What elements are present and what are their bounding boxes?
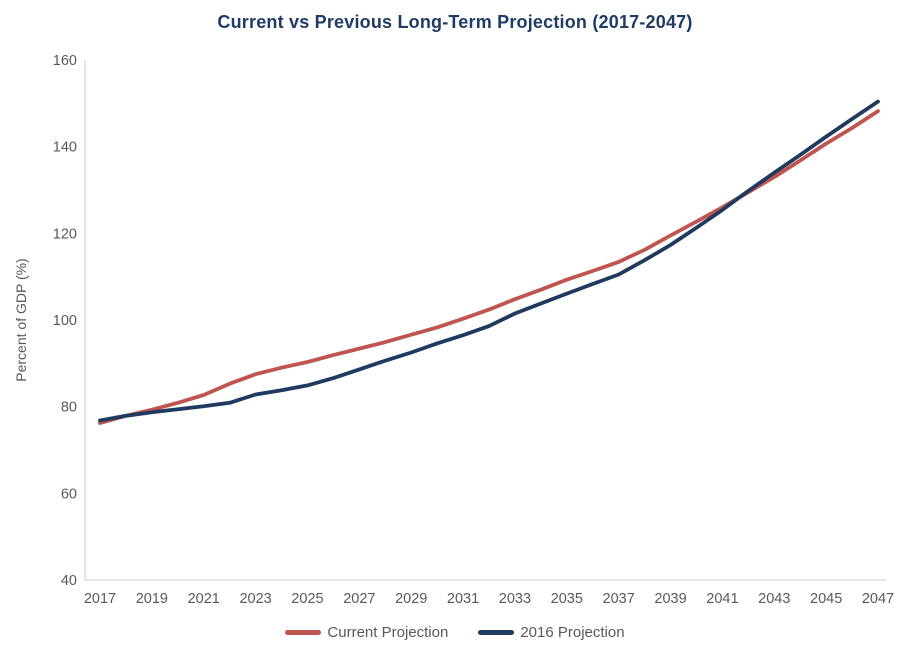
x-tick-label-2047: 2047 xyxy=(862,591,894,607)
y-tick-label-140: 140 xyxy=(53,140,77,156)
y-tick-label-40: 40 xyxy=(61,573,77,589)
chart-title: Current vs Previous Long-Term Projection… xyxy=(217,12,693,32)
legend-item-current-projection: Current Projection xyxy=(285,624,448,641)
x-tick-label-2045: 2045 xyxy=(810,591,842,607)
x-tick-label-2027: 2027 xyxy=(343,591,375,607)
legend-swatch-current-projection xyxy=(285,630,322,635)
y-tick-label-160: 160 xyxy=(53,53,77,69)
current-projection-line xyxy=(98,109,880,426)
x-tick-label-2023: 2023 xyxy=(239,591,271,607)
x-tick-label-2041: 2041 xyxy=(706,591,738,607)
legend: Current Projection 2016 Projection xyxy=(0,624,910,641)
y-tick-label-120: 120 xyxy=(53,226,77,242)
x-tick-label-2029: 2029 xyxy=(395,591,427,607)
x-tick-label-2025: 2025 xyxy=(291,591,323,607)
x-tick-label-2043: 2043 xyxy=(758,591,790,607)
legend-swatch-2016-projection xyxy=(478,630,515,635)
x-tick-label-2033: 2033 xyxy=(499,591,531,607)
y-tick-label-80: 80 xyxy=(61,400,77,416)
x-tick-label-2031: 2031 xyxy=(447,591,479,607)
x-tick-label-2039: 2039 xyxy=(654,591,686,607)
legend-label-current-projection: Current Projection xyxy=(327,624,449,641)
x-tick-label-2021: 2021 xyxy=(188,591,220,607)
legend-label-2016-projection: 2016 Projection xyxy=(520,624,625,641)
y-tick-label-60: 60 xyxy=(61,486,77,502)
x-tick-label-2037: 2037 xyxy=(603,591,635,607)
legend-item-2016-projection: 2016 Projection xyxy=(478,624,625,641)
x-tick-label-2035: 2035 xyxy=(551,591,583,607)
x-tick-label-2017: 2017 xyxy=(84,591,116,607)
2016-projection-line xyxy=(98,99,880,423)
y-tick-label-100: 100 xyxy=(53,313,77,329)
x-tick-label-2019: 2019 xyxy=(136,591,168,607)
